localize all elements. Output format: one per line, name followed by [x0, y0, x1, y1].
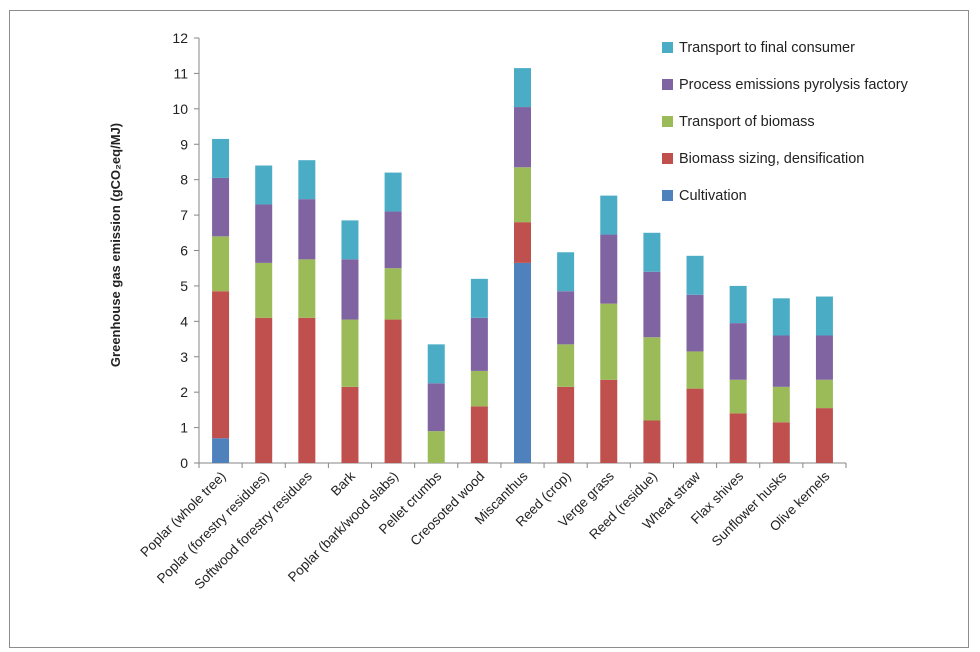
stacked-bar-chart: Poplar (whole tree)Poplar (forestry resi… — [108, 30, 909, 592]
legend-swatch — [662, 116, 673, 127]
bar-segment-transport-of-biomass — [815, 379, 833, 409]
bar-segment-transport-of-biomass — [772, 386, 790, 423]
legend-swatch — [662, 190, 673, 201]
bar-segment-process-emissions-pyrolysis-factory — [729, 323, 747, 380]
legend-label: Biomass sizing, densification — [679, 151, 864, 167]
bar-segment-transport-of-biomass — [427, 431, 445, 463]
y-tick-label: 5 — [180, 278, 188, 294]
bar-segment-process-emissions-pyrolysis-factory — [686, 294, 704, 352]
legend-swatch — [662, 153, 673, 164]
bar-segment-biomass-sizing-densification — [514, 222, 531, 263]
bar-segment-transport-of-biomass — [212, 236, 230, 292]
bar-segment-biomass-sizing-densification — [341, 386, 359, 463]
y-tick-label: 1 — [180, 420, 188, 436]
bar-segment-transport-to-final-consumer — [600, 195, 618, 235]
legend-swatch — [662, 79, 673, 90]
bar-segment-transport-to-final-consumer — [384, 172, 402, 212]
y-tick-label: 4 — [180, 313, 188, 329]
y-tick-label: 12 — [172, 30, 188, 46]
y-tick-label: 10 — [172, 101, 188, 117]
bar-segment-transport-of-biomass — [514, 167, 531, 223]
bar-segment-biomass-sizing-densification — [557, 386, 575, 463]
bar-segment-transport-to-final-consumer — [772, 298, 790, 336]
bar-segment-biomass-sizing-densification — [772, 422, 790, 463]
y-tick-label: 2 — [180, 384, 188, 400]
bar-segment-transport-to-final-consumer — [686, 255, 704, 295]
y-axis-label: Greenhouse gas emission (gCO₂eq/MJ) — [108, 123, 123, 367]
bar-segment-biomass-sizing-densification — [729, 413, 747, 463]
bar-segment-process-emissions-pyrolysis-factory — [470, 317, 488, 371]
y-tick-label: 11 — [173, 65, 188, 81]
bar-segment-biomass-sizing-densification — [298, 317, 316, 463]
bar-segment-process-emissions-pyrolysis-factory — [772, 335, 790, 387]
bar-segment-biomass-sizing-densification — [600, 379, 618, 463]
y-tick-label: 3 — [180, 349, 188, 365]
bar-segment-biomass-sizing-densification — [384, 319, 402, 463]
bar-segment-process-emissions-pyrolysis-factory — [427, 383, 445, 432]
legend-swatch — [662, 42, 673, 53]
bar-segment-transport-to-final-consumer — [470, 278, 488, 318]
bar-segment-process-emissions-pyrolysis-factory — [341, 259, 359, 320]
bar-segment-transport-of-biomass — [729, 379, 747, 414]
bar-segment-transport-to-final-consumer — [341, 220, 359, 260]
bar-segment-biomass-sizing-densification — [686, 388, 704, 463]
bar-segment-transport-to-final-consumer — [212, 138, 230, 178]
bar-segment-transport-of-biomass — [686, 351, 704, 389]
bar-segment-biomass-sizing-densification — [212, 291, 230, 439]
bar-segment-process-emissions-pyrolysis-factory — [298, 199, 316, 260]
y-tick-label: 9 — [180, 136, 188, 152]
y-tick-label: 0 — [180, 455, 188, 471]
legend-label: Cultivation — [679, 188, 747, 204]
chart-frame: Poplar (whole tree) Poplar (forestry resi… — [9, 10, 969, 648]
x-tick-label: Sunflower husks — [709, 468, 790, 549]
legend-label: Transport of biomass — [679, 114, 815, 130]
bar-segment-transport-to-final-consumer — [514, 68, 531, 108]
x-tick-label: Creosoted wood — [407, 469, 487, 549]
bars-group — [212, 68, 833, 463]
bar-segment-biomass-sizing-densification — [815, 408, 833, 463]
bar-segment-transport-of-biomass — [600, 303, 618, 380]
bar-segment-process-emissions-pyrolysis-factory — [815, 335, 833, 380]
bar-segment-process-emissions-pyrolysis-factory — [212, 177, 230, 237]
x-tick-labels: Poplar (whole tree)Poplar (forestry resi… — [137, 468, 832, 592]
bar-segment-biomass-sizing-densification — [643, 420, 661, 463]
bar-segment-process-emissions-pyrolysis-factory — [600, 234, 618, 304]
bar-segment-transport-of-biomass — [341, 319, 359, 387]
bar-segment-transport-of-biomass — [470, 370, 488, 407]
bar-segment-process-emissions-pyrolysis-factory — [514, 107, 531, 168]
bar-segment-transport-to-final-consumer — [729, 285, 747, 324]
y-tick-label: 8 — [180, 172, 188, 188]
bar-segment-transport-of-biomass — [384, 268, 402, 320]
bar-segment-transport-to-final-consumer — [255, 165, 273, 205]
bar-segment-transport-to-final-consumer — [643, 232, 661, 272]
bar-segment-cultivation — [212, 438, 230, 463]
legend-label: Transport to final consumer — [679, 40, 855, 56]
legend: Transport to final consumer Process emiss… — [662, 40, 909, 204]
bar-segment-process-emissions-pyrolysis-factory — [384, 211, 402, 269]
x-tick-label: Bark — [328, 468, 358, 498]
y-tick-label: 6 — [180, 243, 188, 259]
bar-segment-process-emissions-pyrolysis-factory — [643, 271, 661, 338]
bar-segment-transport-to-final-consumer — [427, 344, 445, 384]
bar-segment-transport-to-final-consumer — [557, 252, 575, 292]
bar-segment-cultivation — [514, 262, 531, 463]
bar-segment-biomass-sizing-densification — [255, 317, 273, 463]
y-tick-label: 7 — [180, 207, 188, 223]
bar-segment-transport-of-biomass — [557, 344, 575, 387]
bar-segment-transport-to-final-consumer — [298, 160, 316, 200]
bar-segment-process-emissions-pyrolysis-factory — [557, 291, 575, 345]
bar-segment-transport-of-biomass — [255, 262, 273, 318]
bar-segment-biomass-sizing-densification — [470, 406, 488, 463]
bar-segment-transport-to-final-consumer — [815, 296, 833, 336]
legend-label: Process emissions pyrolysis factory — [679, 77, 909, 93]
bar-segment-transport-of-biomass — [298, 259, 316, 318]
bar-segment-process-emissions-pyrolysis-factory — [255, 204, 273, 263]
bar-segment-transport-of-biomass — [643, 337, 661, 421]
